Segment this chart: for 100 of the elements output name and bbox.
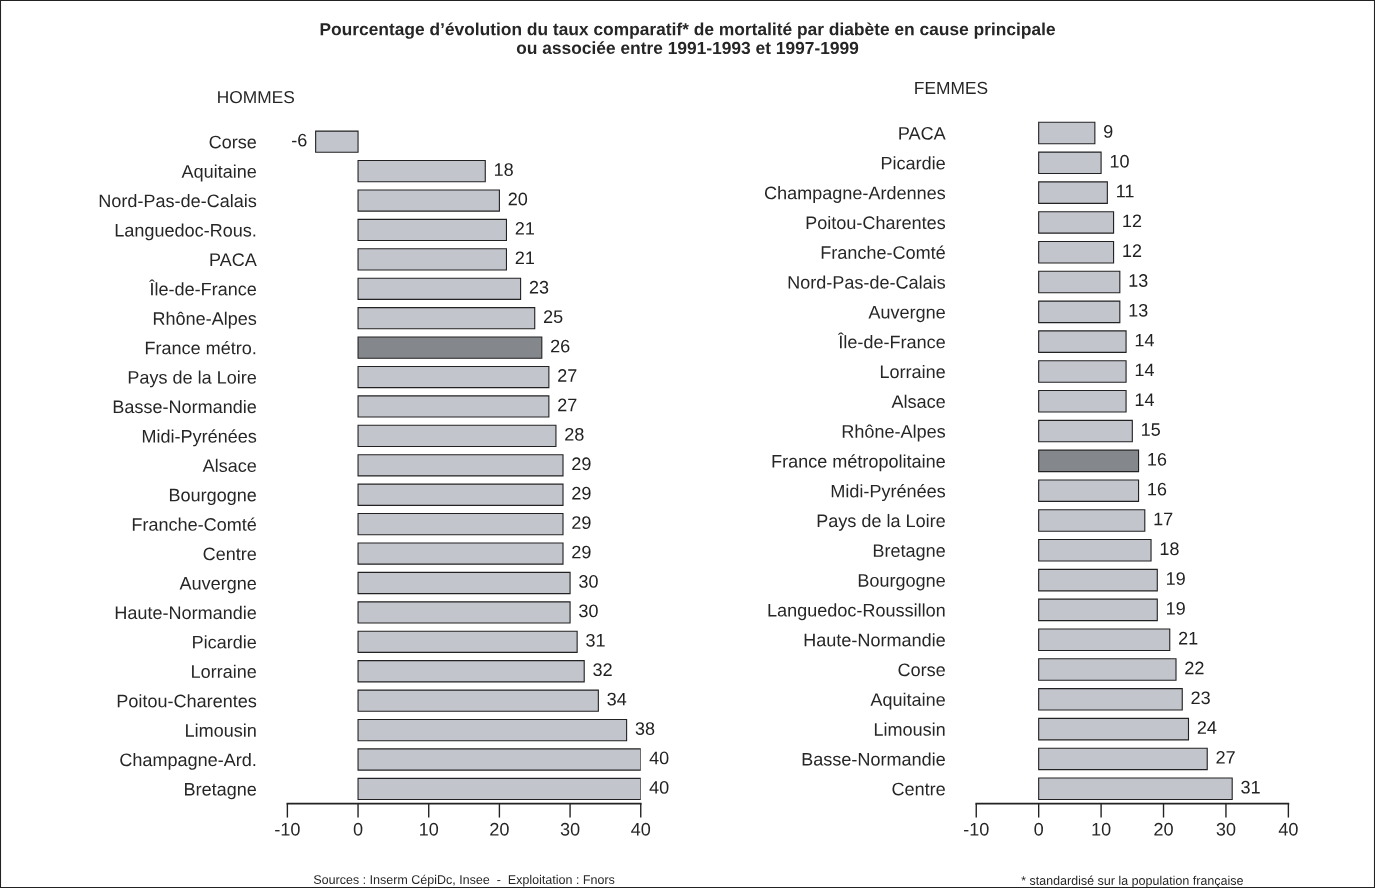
bar <box>357 307 536 330</box>
data-label: 29 <box>572 545 591 559</box>
y-tick-label: Basse-Normandie <box>113 399 257 414</box>
bar <box>357 336 543 359</box>
x-tick-label: 20 <box>1154 822 1173 836</box>
y-tick-label: Midi-Pyrénées <box>142 429 257 447</box>
data-label: 18 <box>1160 542 1179 556</box>
x-tick-label: 40 <box>1278 822 1298 836</box>
y-tick-label: PACA <box>899 126 946 140</box>
y-tick-label: Rhône-Alpes <box>153 311 257 329</box>
data-label: 27 <box>558 398 577 412</box>
bar <box>1038 240 1115 264</box>
bar <box>1038 181 1108 204</box>
y-tick-label: Franche-Comté <box>821 245 945 259</box>
bar <box>357 218 508 242</box>
bar <box>1038 360 1127 383</box>
data-label: 31 <box>1241 780 1260 794</box>
data-label: 17 <box>1154 512 1173 526</box>
y-tick-label: Languedoc-Rous. <box>115 223 256 241</box>
bar <box>357 277 522 300</box>
y-tick-label: France métro. <box>145 340 256 355</box>
x-tick-label: 40 <box>631 822 651 836</box>
data-label: -6 <box>292 133 307 147</box>
bar <box>357 571 571 595</box>
bar <box>1038 598 1158 622</box>
bar <box>357 777 641 801</box>
data-label: 16 <box>1148 452 1167 466</box>
data-label: 11 <box>1117 184 1134 198</box>
bar <box>357 601 571 624</box>
data-label: 14 <box>1135 333 1154 347</box>
data-label: 30 <box>579 575 598 588</box>
bar <box>357 189 500 212</box>
data-label: 40 <box>649 751 669 765</box>
y-tick-label: Auvergne <box>179 577 257 594</box>
y-tick-label: Midi-Pyrénées <box>831 484 946 502</box>
data-label: 38 <box>635 722 655 735</box>
data-label: 21 <box>515 222 534 235</box>
y-tick-label: Franche-Comté <box>132 517 257 531</box>
source-note: Sources : Inserm CépiDc, Insee - Exploitation : Fnors <box>313 874 615 887</box>
y-tick-label: France métropolitaine <box>772 454 945 472</box>
data-label: 23 <box>1191 691 1210 705</box>
y-tick-label: Rhône-Alpes <box>842 424 946 442</box>
bar <box>357 248 508 271</box>
data-label: 21 <box>515 251 534 265</box>
data-label: 14 <box>1135 363 1154 377</box>
y-tick-label: Bourgogne <box>858 574 945 591</box>
bar <box>357 159 486 183</box>
bar <box>1038 509 1146 532</box>
data-label: 19 <box>1166 601 1185 615</box>
y-tick-label: Centre <box>892 782 945 796</box>
data-label: 19 <box>1166 572 1185 585</box>
bar <box>357 365 550 389</box>
y-tick-label: Île-de-France <box>149 279 257 296</box>
data-label: 31 <box>586 633 605 647</box>
data-label: 13 <box>1129 274 1148 287</box>
bar <box>1038 568 1158 592</box>
y-tick-label: Champagne-Ardennes <box>764 186 946 203</box>
y-tick-label: Champagne-Ard. <box>120 752 256 770</box>
y-tick-label: Lorraine <box>880 364 945 379</box>
x-tick-label: 10 <box>1092 822 1111 836</box>
bar <box>1038 389 1127 413</box>
y-tick-label: Limousin <box>186 723 256 737</box>
bar <box>1038 151 1102 175</box>
bar <box>1038 717 1190 741</box>
data-label: 12 <box>1123 244 1142 257</box>
data-label: 13 <box>1129 303 1148 317</box>
bar <box>1038 419 1133 443</box>
bar <box>1038 300 1121 324</box>
bar <box>1038 628 1171 651</box>
bar <box>357 660 585 683</box>
x-tick-label: 0 <box>353 822 363 836</box>
bar <box>357 718 628 742</box>
y-tick-label: Basse-Normandie <box>802 752 945 766</box>
bar <box>1038 479 1140 502</box>
bar <box>1038 777 1233 801</box>
data-label: 24 <box>1197 721 1217 734</box>
x-tick-label: 20 <box>490 822 509 836</box>
y-tick-label: Picardie <box>193 635 257 649</box>
bar <box>1038 330 1127 353</box>
data-label: 29 <box>572 516 591 529</box>
y-tick-label: Corse <box>898 663 945 677</box>
data-label: 40 <box>649 780 669 794</box>
bar <box>1038 121 1096 145</box>
data-label: 27 <box>1216 750 1235 764</box>
data-label: 29 <box>572 486 591 500</box>
y-tick-label: Corse <box>209 135 257 149</box>
y-tick-label: Bourgogne <box>169 488 257 506</box>
y-tick-label: Aquitaine <box>181 164 257 182</box>
bar <box>1038 449 1140 473</box>
x-tick-label: 30 <box>1216 822 1236 836</box>
y-tick-label: Nord-Pas-de-Calais <box>99 193 257 208</box>
y-tick-label: Nord-Pas-de-Calais <box>788 275 946 289</box>
bar <box>357 748 641 771</box>
y-tick-label: Picardie <box>881 156 945 170</box>
chart-subtitle: FEMMES <box>915 81 988 95</box>
bar <box>357 424 557 448</box>
data-label: 26 <box>551 339 570 353</box>
data-label: 10 <box>1110 154 1129 168</box>
x-tick-label: 30 <box>560 822 580 836</box>
bar <box>1038 270 1121 294</box>
